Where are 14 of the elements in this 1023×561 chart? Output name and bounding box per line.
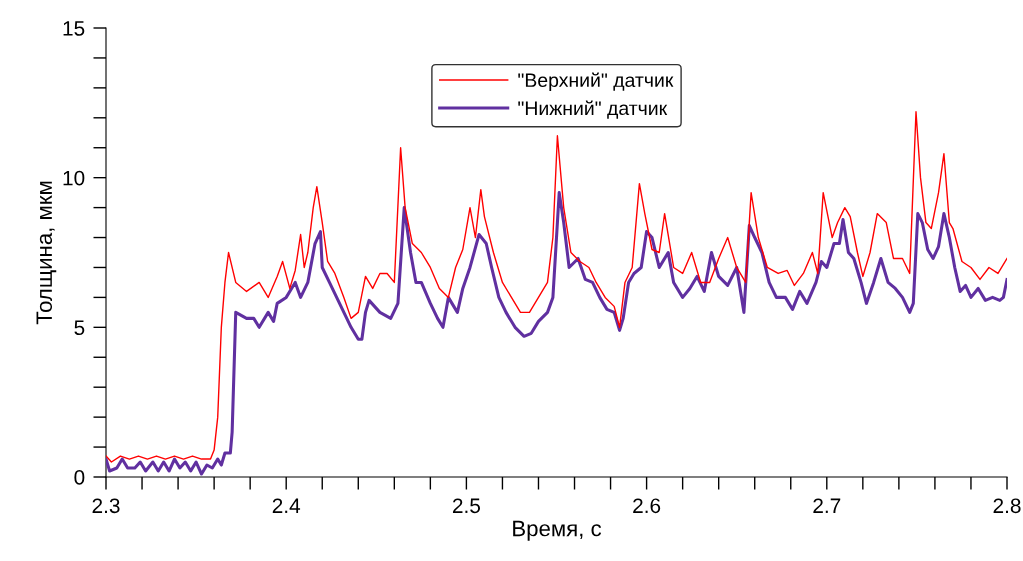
x-tick-label: 2.8 (993, 498, 1021, 514)
y-axis-title: Толщина, мкм (36, 181, 57, 325)
y-tick-label: 15 (63, 21, 85, 36)
x-tick-label: 2.5 (452, 498, 481, 514)
x-tick-label: 2.7 (813, 498, 841, 513)
y-tick-label: 5 (74, 320, 85, 336)
y-tick-label: 10 (63, 170, 85, 186)
x-tick-label: 2.6 (633, 498, 661, 514)
x-tick-label: 2.4 (272, 498, 301, 513)
y-tick-label: 0 (74, 470, 85, 485)
x-axis-title: Время, с (513, 520, 602, 541)
legend-label: "Нижний" датчик (518, 100, 668, 119)
legend-label: "Верхний" датчик (518, 72, 674, 91)
x-tick-label: 2.3 (92, 498, 120, 514)
